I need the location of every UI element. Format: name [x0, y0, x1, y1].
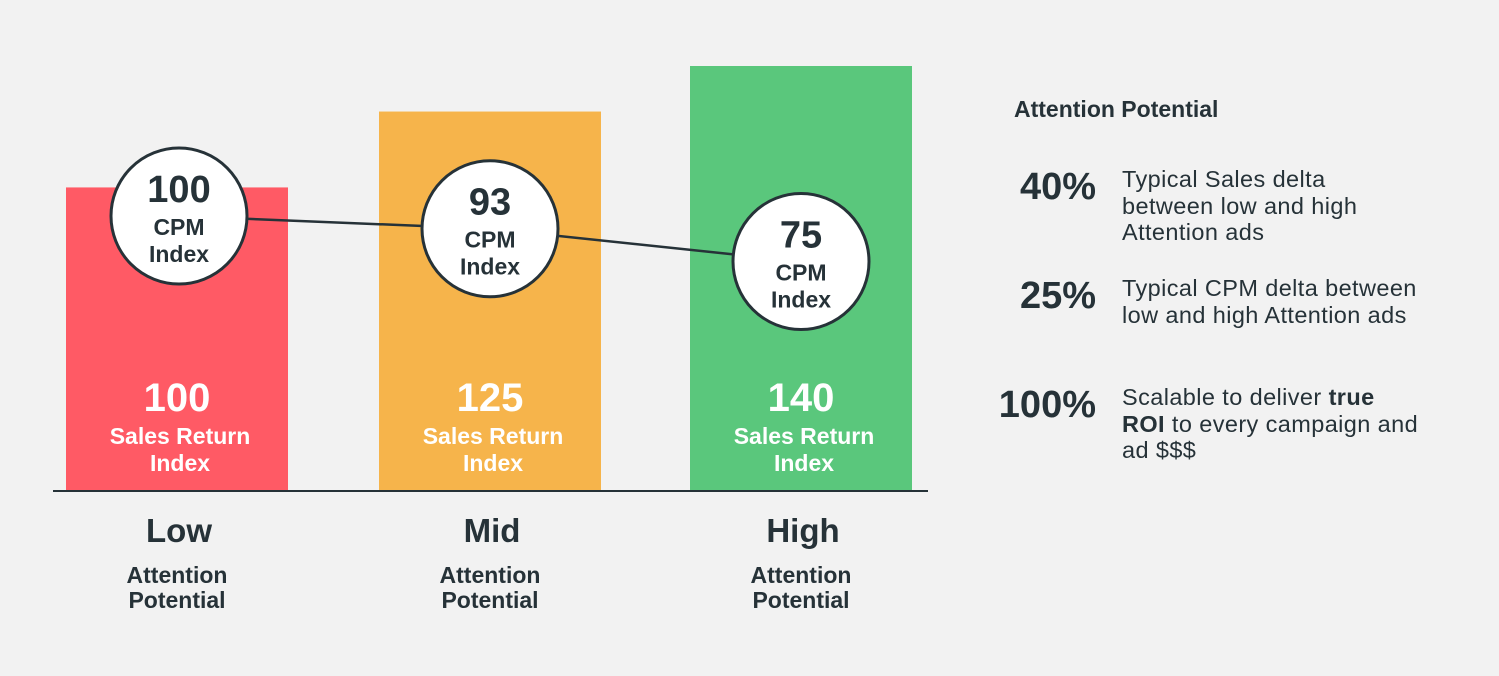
category-label: High	[766, 512, 839, 549]
sales-bar-label: Index	[150, 450, 210, 476]
category-label: Mid	[464, 512, 521, 549]
cpm-value-label: 93	[469, 182, 511, 224]
cpm-marker-label: Index	[771, 287, 831, 313]
sales-value-label: 100	[144, 376, 211, 420]
sales-bar-label: Sales Return	[110, 423, 251, 449]
cpm-value-label: 100	[147, 169, 210, 211]
stat-description: Scalable to deliver true ROI to every ca…	[1122, 384, 1422, 464]
attention-bar-chart: 100CPMIndex93CPMIndex75CPMIndex100Sales …	[53, 66, 928, 613]
stat-text-plain: Scalable to deliver	[1122, 384, 1329, 410]
stat-text-bold: true ROI	[1122, 384, 1375, 437]
cpm-marker-label: Index	[460, 254, 520, 280]
cpm-marker-label: Index	[149, 241, 209, 267]
category-sublabel: Potential	[128, 587, 225, 613]
panel-title: Attention Potential	[1014, 96, 1219, 122]
sales-bar-label: Sales Return	[423, 423, 564, 449]
cpm-marker-mid	[420, 159, 560, 299]
cpm-value-label: 75	[780, 215, 822, 257]
stat-value: 100%	[998, 384, 1096, 426]
category-sublabel: Attention	[440, 562, 541, 588]
sales-value-label: 140	[768, 376, 835, 420]
sales-bar-label: Index	[774, 450, 834, 476]
sales-bar-label: Index	[463, 450, 523, 476]
category-sublabel: Potential	[441, 587, 538, 613]
category-label: Low	[146, 512, 212, 549]
stat-description: Typical CPM delta between low and high A…	[1122, 275, 1417, 328]
category-sublabel: Attention	[127, 562, 228, 588]
category-sublabel: Attention	[751, 562, 852, 588]
cpm-marker-label: CPM	[464, 227, 515, 253]
sales-value-label: 125	[457, 376, 524, 420]
cpm-marker-label: CPM	[153, 214, 204, 240]
stat-value: 40%	[1019, 166, 1096, 208]
cpm-marker-low	[109, 146, 249, 286]
sales-bar-label: Sales Return	[734, 423, 875, 449]
stat-value: 25%	[1019, 275, 1096, 317]
stat-description: Typical Sales delta between low and high…	[1122, 166, 1358, 245]
stat-text-plain: to every campaign and ad $$$	[1122, 410, 1419, 464]
cpm-marker-label: CPM	[775, 260, 826, 286]
cpm-marker-high	[731, 192, 871, 331]
category-sublabel: Potential	[752, 587, 849, 613]
